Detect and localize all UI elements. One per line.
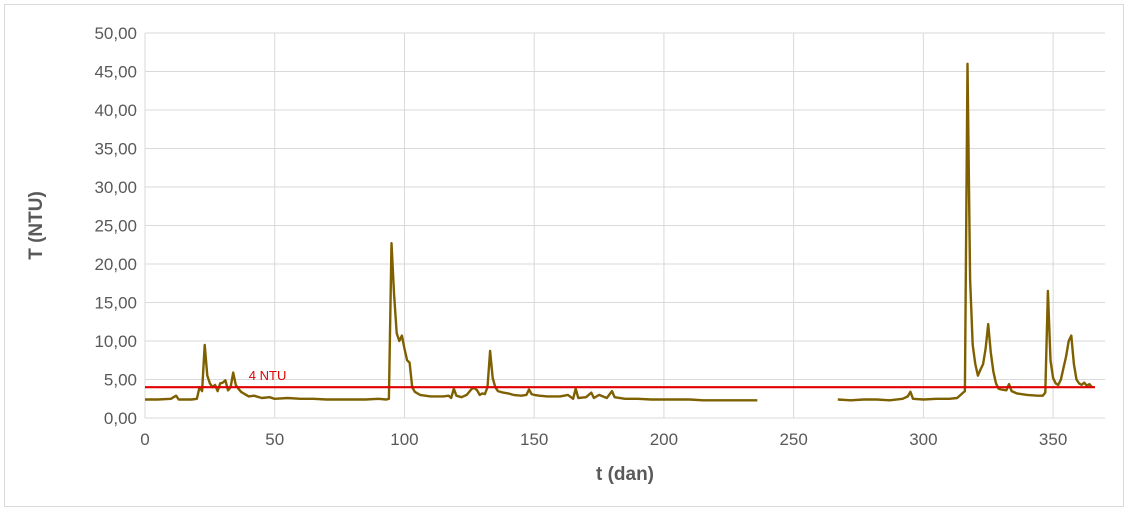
x-tick-label: 200 xyxy=(650,430,678,449)
y-tick-label: 5,00 xyxy=(104,371,137,390)
y-tick-label: 40,00 xyxy=(94,101,137,120)
y-tick-label: 45,00 xyxy=(94,63,137,82)
series-line-segment-1 xyxy=(837,62,1093,402)
threshold-label: 4 NTU xyxy=(249,368,287,383)
x-tick-label: 50 xyxy=(265,430,284,449)
x-tick-label: 100 xyxy=(390,430,418,449)
y-tick-label: 20,00 xyxy=(94,255,137,274)
gridlines xyxy=(144,32,1105,419)
x-tick-label: 300 xyxy=(909,430,937,449)
series-line-segment-0 xyxy=(145,242,758,402)
x-tick-label: 350 xyxy=(1039,430,1067,449)
x-tick-label: 150 xyxy=(520,430,548,449)
y-tick-label: 25,00 xyxy=(94,217,137,236)
y-tick-label: 10,00 xyxy=(94,332,137,351)
y-tick-label: 0,00 xyxy=(104,409,137,428)
y-axis-title: T (NTU) xyxy=(26,191,47,260)
x-tick-label: 0 xyxy=(140,430,149,449)
chart-frame xyxy=(4,4,1124,507)
series-turbidity xyxy=(145,62,1093,402)
x-axis-title: t (dan) xyxy=(596,464,654,485)
x-tick-label: 250 xyxy=(779,430,807,449)
y-axis-tick-labels: 0,00 5,00 10,00 15,00 20,00 25,00 30,00 35,00 40… xyxy=(94,24,137,428)
y-tick-label: 15,00 xyxy=(94,294,137,313)
y-tick-label: 35,00 xyxy=(94,140,137,159)
y-tick-label: 50,00 xyxy=(94,24,137,43)
x-axis-tick-labels: 0 50 100 150 200 250 300 350 xyxy=(140,430,1067,449)
y-tick-label: 30,00 xyxy=(94,178,137,197)
